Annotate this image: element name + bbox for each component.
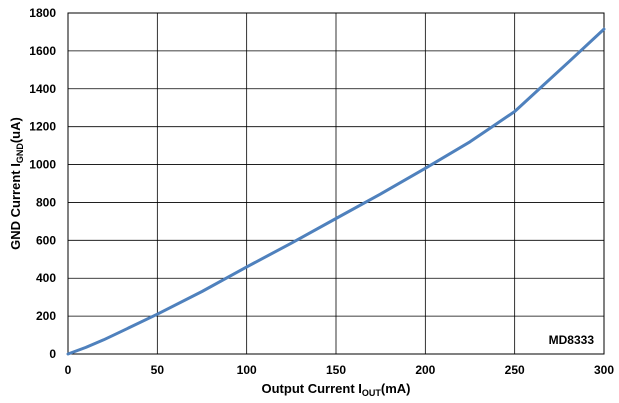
x-axis-ticks: 0 50 100 150 200 250 300: [65, 363, 615, 377]
annotation-background: [522, 329, 598, 349]
y-tick-label: 800: [36, 195, 56, 209]
grid-lines: [67, 12, 605, 355]
x-tick-label: 300: [594, 363, 614, 377]
y-axis-label: GND Current IGND(uA): [8, 117, 25, 250]
y-tick-label: 0: [49, 347, 56, 361]
y-tick-label: 1200: [29, 120, 56, 134]
x-tick-label: 0: [65, 363, 72, 377]
y-tick-label: 1600: [29, 44, 56, 58]
x-tick-label: 250: [505, 363, 525, 377]
y-tick-label: 1400: [29, 82, 56, 96]
y-axis-label-main: GND Current I: [8, 163, 23, 250]
series-line: [66, 27, 606, 356]
y-tick-label: 600: [36, 233, 56, 247]
x-tick-label: 100: [237, 363, 257, 377]
series-layer: [66, 27, 606, 356]
y-axis-ticks: 0 200 400 600 800 1000 1200 1400 1600 1800: [29, 6, 56, 361]
y-tick-label: 200: [36, 309, 56, 323]
x-tick-label: 150: [326, 363, 346, 377]
x-tick-label: 50: [151, 363, 165, 377]
x-tick-label: 200: [415, 363, 435, 377]
x-axis-label: Output Current IOUT(mA): [262, 381, 411, 398]
y-tick-label: 1000: [29, 158, 56, 172]
x-axis-label-main: Output Current I: [262, 381, 362, 396]
y-axis-label-sub: GND: [15, 143, 25, 164]
y-axis-label-tail: (uA): [8, 117, 23, 143]
y-tick-label: 400: [36, 271, 56, 285]
y-tick-label: 1800: [29, 6, 56, 20]
x-axis-label-tail: (mA): [381, 381, 411, 396]
device-annotation: MD8333: [549, 333, 595, 347]
x-axis-label-sub: OUT: [362, 388, 382, 398]
plot-frame: [67, 12, 605, 355]
